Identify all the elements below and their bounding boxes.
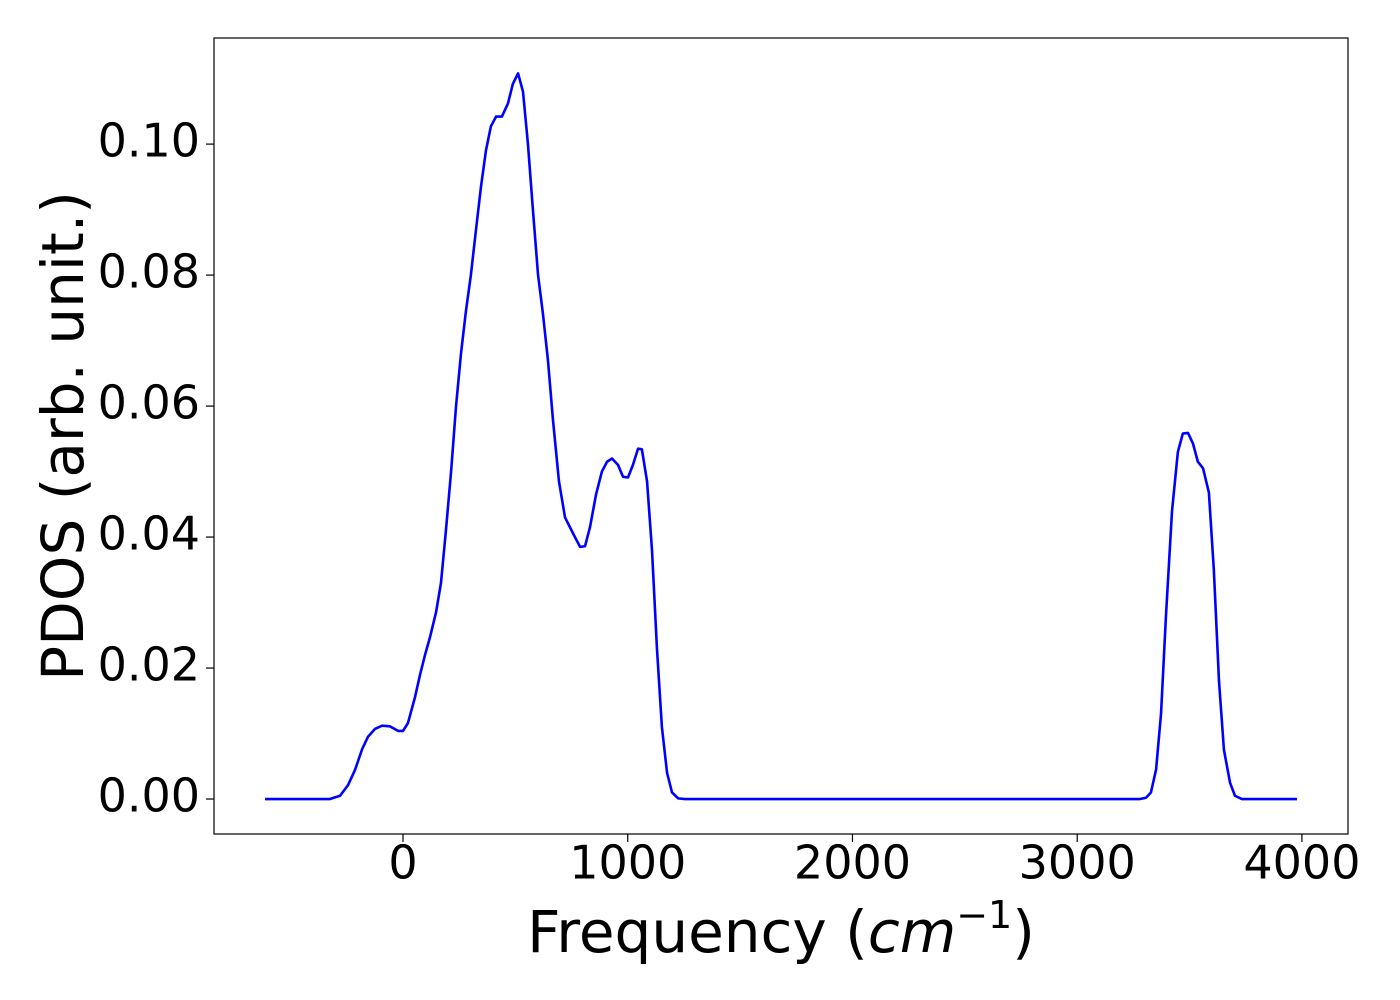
x-tick-label: 4000 bbox=[1243, 836, 1360, 890]
x-tick-label: 2000 bbox=[794, 836, 911, 890]
x-tick-label: 1000 bbox=[569, 836, 686, 890]
plot-frame bbox=[213, 37, 1349, 835]
y-tick-label: 0.04 bbox=[98, 507, 200, 561]
x-label-text: Frequency ( bbox=[527, 898, 868, 966]
x-label-text: ) bbox=[1012, 898, 1035, 966]
y-tick-label: 0.00 bbox=[98, 769, 200, 823]
x-axis-label: Frequency (cm−1) bbox=[527, 893, 1035, 966]
y-tick-label: 0.06 bbox=[98, 376, 200, 430]
y-tick-label: 0.08 bbox=[98, 245, 200, 299]
y-axis-label: PDOS (arb. unit.) bbox=[29, 191, 97, 681]
x-label-superscript: −1 bbox=[956, 893, 1012, 937]
y-tick-label: 0.10 bbox=[98, 114, 200, 168]
data-line bbox=[265, 72, 1297, 801]
x-label-math: cm bbox=[868, 898, 956, 966]
x-tick-label: 0 bbox=[388, 836, 417, 890]
y-tick-label: 0.02 bbox=[98, 638, 200, 692]
x-tick-label: 3000 bbox=[1019, 836, 1136, 890]
